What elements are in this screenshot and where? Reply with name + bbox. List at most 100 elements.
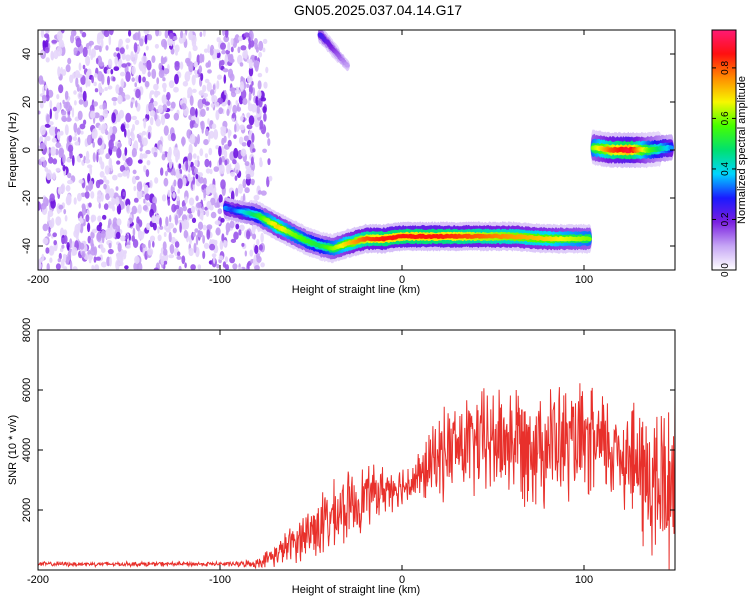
noise-speck (219, 240, 224, 250)
noise-speck (218, 255, 224, 261)
noise-speck (159, 144, 163, 154)
noise-speck (108, 188, 115, 198)
noise-speck (41, 80, 45, 85)
noise-speck (63, 101, 69, 109)
colorbar: 0.0 0.2 0.4 0.6 0.8 Normalized spectral ampl… (711, 29, 748, 277)
noise-speck (84, 191, 90, 199)
noise-speck (254, 244, 259, 255)
noise-speck (218, 194, 223, 204)
noise-speck (143, 198, 146, 204)
noise-speck (136, 181, 143, 192)
noise-speck (238, 229, 242, 236)
noise-speck (42, 95, 47, 104)
noise-speck (240, 45, 247, 51)
noise-speck (246, 262, 250, 270)
noise-speck (194, 69, 198, 75)
noise-speck (193, 242, 197, 254)
noise-speck (135, 175, 140, 181)
noise-speck (49, 100, 53, 109)
noise-speck (45, 57, 50, 63)
noise-speck (152, 241, 155, 248)
x-tick-label: 100 (575, 274, 593, 286)
noise-speck (195, 234, 199, 246)
noise-speck (87, 164, 93, 169)
noise-speck (127, 129, 131, 139)
noise-speck (173, 112, 179, 121)
noise-speck (55, 142, 61, 149)
noise-speck (176, 255, 182, 260)
noise-speck (240, 148, 247, 157)
noise-speck (79, 123, 86, 130)
noise-speck (235, 187, 239, 197)
snr-x-label: Height of straight line (km) (292, 584, 420, 596)
noise-speck (56, 131, 61, 141)
noise-speck (224, 54, 228, 65)
noise-speck (182, 219, 188, 231)
noise-speck (130, 101, 134, 109)
noise-speck (238, 266, 243, 270)
noise-speck (112, 76, 116, 82)
noise-speck (209, 48, 214, 56)
noise-speck (48, 219, 55, 229)
noise-speck (188, 143, 193, 155)
noise-speck (95, 256, 102, 261)
noise-speck (160, 255, 165, 265)
noise-speck (114, 56, 119, 66)
noise-speck (164, 113, 171, 119)
noise-speck (221, 49, 226, 55)
noise-speck (226, 108, 230, 116)
x-tick-label: -100 (209, 274, 231, 286)
noise-speck (108, 139, 114, 150)
noise-speck (118, 38, 123, 47)
noise-speck (248, 91, 252, 101)
noise-speck (68, 135, 72, 143)
noise-speck (56, 31, 63, 41)
y-tick-label: 8000 (21, 318, 33, 342)
noise-speck (162, 77, 166, 82)
noise-speck (233, 231, 239, 240)
noise-speck (160, 114, 166, 126)
noise-speck (95, 57, 99, 65)
noise-speck (252, 257, 257, 266)
noise-speck (216, 80, 220, 90)
noise-speck (212, 84, 216, 91)
noise-speck (243, 135, 250, 142)
noise-speck (147, 34, 153, 41)
noise-speck (47, 209, 54, 218)
noise-speck (67, 114, 71, 122)
noise-speck (45, 135, 51, 142)
noise-speck (119, 71, 126, 77)
noise-speck (205, 128, 209, 137)
noise-speck (56, 46, 63, 57)
noise-speck (157, 234, 162, 242)
noise-speck (245, 173, 251, 180)
noise-speck (141, 243, 146, 249)
noise-speck (104, 165, 110, 175)
noise-speck (142, 76, 146, 83)
noise-speck (120, 78, 125, 88)
noise-speck (90, 238, 94, 247)
noise-speck (122, 191, 126, 197)
noise-speck (185, 160, 189, 172)
noise-speck (135, 100, 138, 108)
noise-speck (67, 172, 72, 179)
noise-speck (42, 223, 49, 232)
noise-speck (256, 239, 260, 246)
noise-speck (177, 178, 183, 189)
noise-speck (170, 236, 176, 245)
noise-speck (62, 253, 67, 260)
noise-speck (246, 230, 251, 240)
noise-speck (165, 216, 169, 227)
noise-speck (133, 197, 139, 203)
noise-speck (58, 204, 64, 210)
noise-speck (229, 87, 236, 93)
noise-speck (194, 228, 199, 233)
noise-speck (88, 202, 92, 208)
noise-speck (90, 191, 95, 199)
noise-speck (234, 175, 238, 181)
spectrogram-y-ticks: -40 -20 0 20 40 (21, 48, 675, 254)
noise-speck (248, 43, 252, 50)
noise-speck (136, 262, 143, 270)
noise-speck (230, 238, 237, 243)
noise-speck (112, 231, 116, 239)
